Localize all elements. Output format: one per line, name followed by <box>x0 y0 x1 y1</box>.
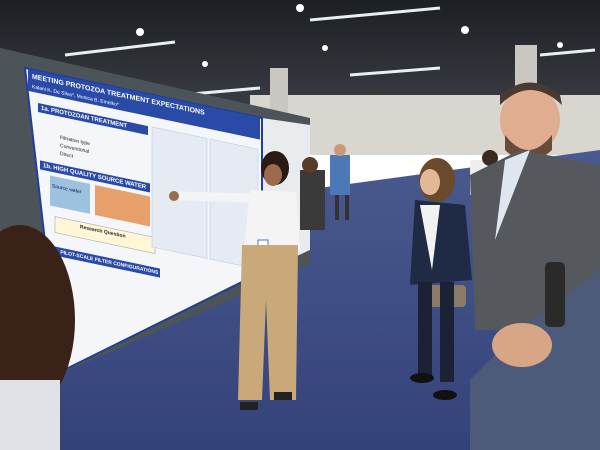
poster-header <box>28 68 260 140</box>
section-heading-bar <box>38 102 148 136</box>
table-text: Direct <box>60 151 74 160</box>
attendee <box>470 82 600 330</box>
spot-lights <box>136 4 563 67</box>
photo <box>50 175 90 214</box>
presenter <box>169 151 300 410</box>
attendee <box>410 158 472 400</box>
section-heading-bar <box>40 160 150 193</box>
foreground-person <box>470 262 600 450</box>
section-heading-bar <box>50 245 160 278</box>
foreground-person <box>0 225 75 450</box>
chart-image <box>95 184 150 227</box>
